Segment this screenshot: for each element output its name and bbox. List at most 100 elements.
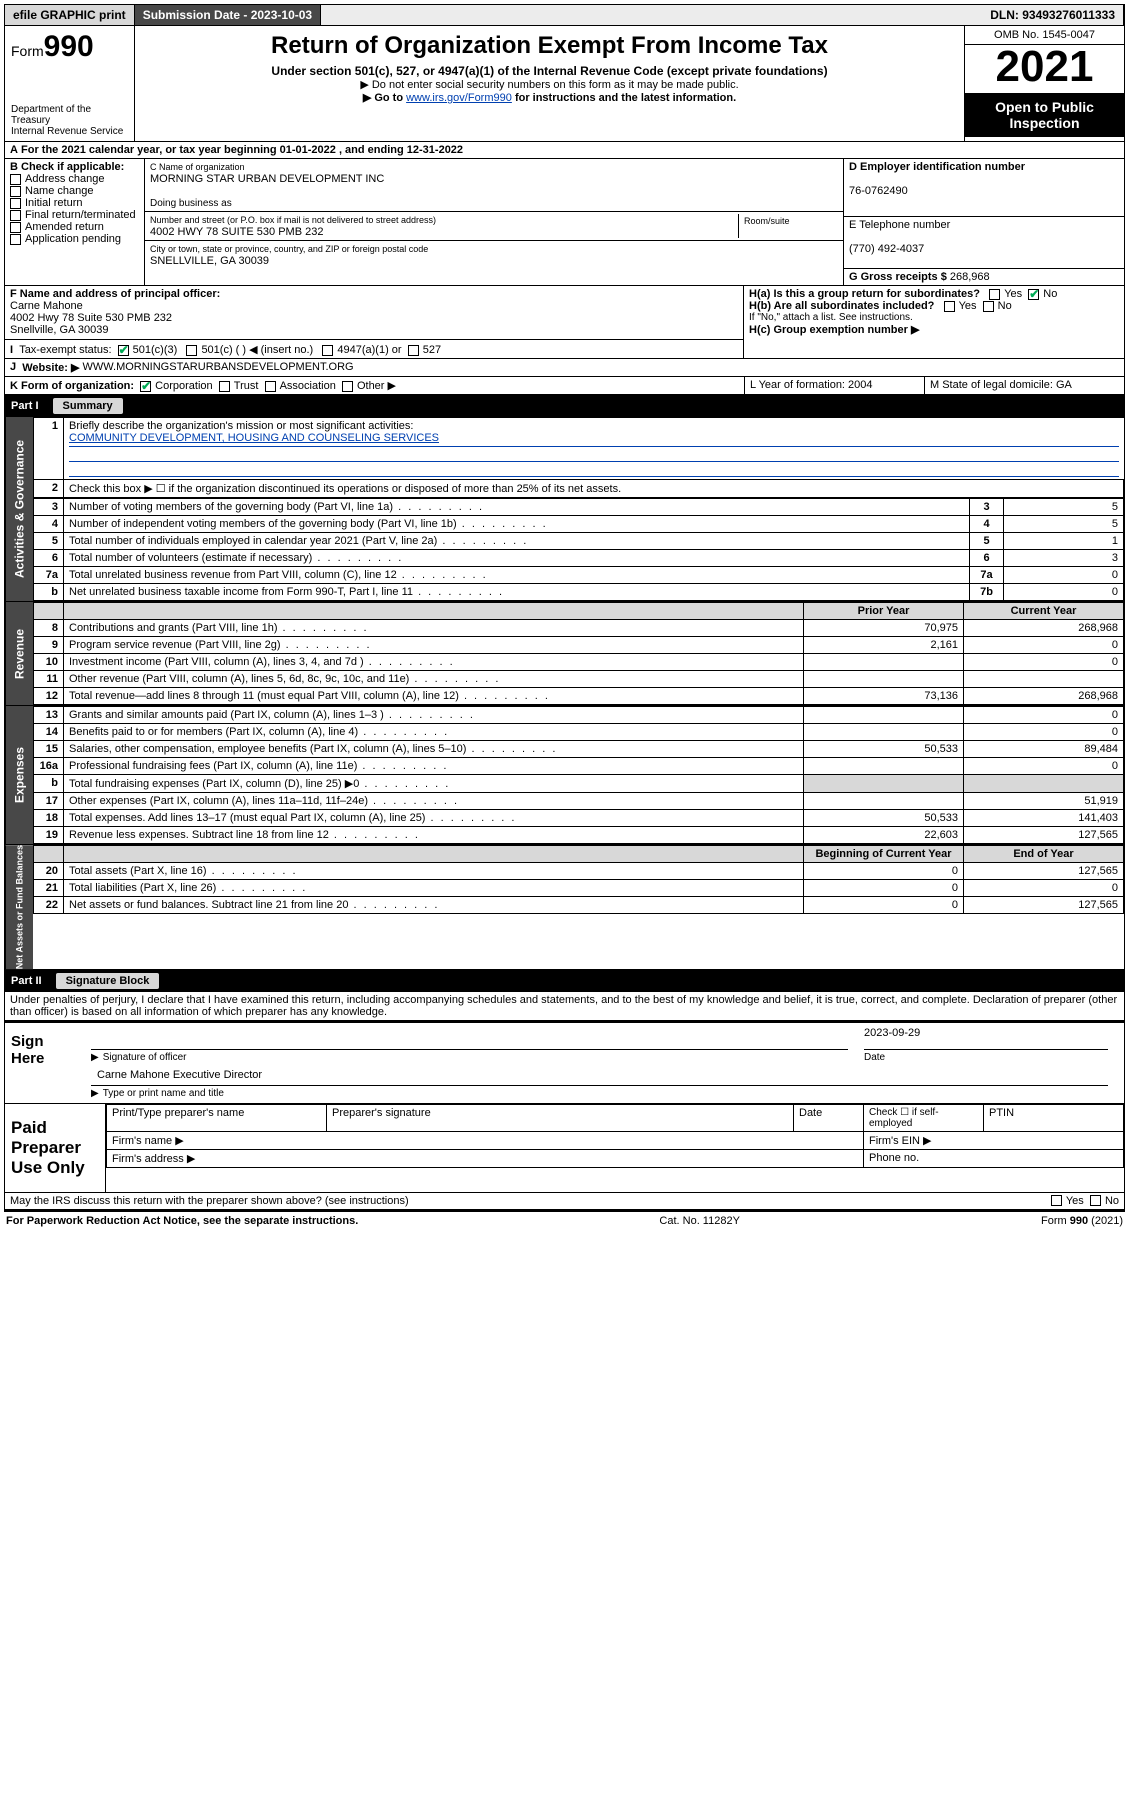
footer-mid: Cat. No. 11282Y bbox=[659, 1215, 740, 1227]
ck-initial-return[interactable]: Initial return bbox=[25, 197, 82, 209]
governance-rows: 3Number of voting members of the governi… bbox=[33, 498, 1124, 601]
ha-label: H(a) Is this a group return for subordin… bbox=[749, 288, 980, 300]
city-value: SNELLVILLE, GA 30039 bbox=[150, 255, 269, 267]
yes-label: Yes bbox=[1004, 288, 1022, 300]
ck-application-pending[interactable]: Application pending bbox=[25, 233, 121, 245]
ck-address-change[interactable]: Address change bbox=[25, 173, 105, 185]
ck-final-return[interactable]: Final return/terminated bbox=[25, 209, 136, 221]
k-trust: Trust bbox=[234, 380, 259, 392]
pp-firm[interactable]: Firm's name ▶ bbox=[107, 1132, 864, 1150]
sig-officer-line[interactable]: Signature of officer bbox=[91, 1049, 848, 1063]
line-a-text: For the 2021 calendar year, or tax year … bbox=[21, 144, 463, 156]
may-irs-text: May the IRS discuss this return with the… bbox=[10, 1195, 409, 1207]
ck-trust[interactable] bbox=[219, 381, 230, 392]
l-label: L Year of formation: 2004 bbox=[744, 377, 924, 394]
toolbar-spacer bbox=[321, 12, 982, 18]
ck-501c3[interactable] bbox=[118, 345, 129, 356]
form-header: Form990 Department of the Treasury Inter… bbox=[4, 26, 1125, 142]
part1-title: Summary bbox=[53, 398, 123, 414]
signature-block: Sign Here Signature of officer 2023-09-2… bbox=[4, 1021, 1125, 1104]
j-label: Website: ▶ bbox=[22, 361, 79, 374]
form-number: 990 bbox=[44, 30, 94, 63]
revenue-table: Prior Year Current Year 8Contributions a… bbox=[33, 602, 1124, 705]
officer-group-block: F Name and address of principal officer:… bbox=[4, 286, 1125, 359]
irs-label: Internal Revenue Service bbox=[11, 126, 128, 137]
paid-preparer-block: Paid Preparer Use Only Print/Type prepar… bbox=[4, 1104, 1125, 1193]
pp-phone[interactable]: Phone no. bbox=[864, 1150, 1124, 1168]
ck-527[interactable] bbox=[408, 345, 419, 356]
paid-preparer-label: Paid Preparer Use Only bbox=[5, 1104, 105, 1192]
footer-left: For Paperwork Reduction Act Notice, see … bbox=[6, 1215, 358, 1227]
ck-amended-return[interactable]: Amended return bbox=[25, 221, 104, 233]
section-c: C Name of organization MORNING STAR URBA… bbox=[145, 159, 844, 285]
form-prefix: Form bbox=[11, 43, 44, 59]
page-footer: For Paperwork Reduction Act Notice, see … bbox=[4, 1210, 1125, 1230]
street-addr: 4002 HWY 78 SUITE 530 PMB 232 bbox=[150, 226, 323, 238]
efile-print-button[interactable]: efile GRAPHIC print bbox=[5, 5, 135, 25]
ck-corp[interactable] bbox=[140, 381, 151, 392]
k-corp: Corporation bbox=[155, 380, 212, 392]
ck-assoc[interactable] bbox=[265, 381, 276, 392]
sig-date-value: 2023-09-29 bbox=[856, 1027, 1116, 1045]
form-subtitle: Under section 501(c), 527, or 4947(a)(1)… bbox=[143, 64, 956, 78]
netassets-table: Beginning of Current Year End of Year 20… bbox=[33, 845, 1124, 914]
ck-501c[interactable] bbox=[186, 345, 197, 356]
submission-date-label: Submission Date - 2023-10-03 bbox=[135, 5, 321, 25]
vtab-expenses: Expenses bbox=[5, 706, 33, 844]
hc-label: H(c) Group exemption number ▶ bbox=[749, 324, 919, 336]
ha-yes[interactable] bbox=[989, 289, 1000, 300]
year-block: OMB No. 1545-0047 2021 Open to Public In… bbox=[964, 26, 1124, 141]
k-other: Other ▶ bbox=[357, 380, 396, 392]
l2-text: Check this box ▶ ☐ if the organization d… bbox=[64, 480, 1124, 498]
top-toolbar: efile GRAPHIC print Submission Date - 20… bbox=[4, 4, 1125, 26]
dba-label: Doing business as bbox=[150, 198, 232, 209]
pp-date[interactable]: Date bbox=[794, 1105, 864, 1132]
yes-label-2: Yes bbox=[959, 300, 977, 312]
ck-other[interactable] bbox=[342, 381, 353, 392]
sig-date-line: Date bbox=[864, 1049, 1108, 1063]
ck-4947[interactable] bbox=[322, 345, 333, 356]
footer-right: Form 990 (2021) bbox=[1041, 1215, 1123, 1227]
hb-label: H(b) Are all subordinates included? bbox=[749, 300, 934, 312]
sig-name-line[interactable]: Type or print name and title bbox=[91, 1085, 1108, 1099]
e-label: E Telephone number bbox=[849, 219, 950, 231]
revenue-section: Revenue Prior Year Current Year 8Contrib… bbox=[4, 602, 1125, 706]
col-prior: Prior Year bbox=[804, 603, 964, 620]
col-current: Current Year bbox=[964, 603, 1124, 620]
netassets-section: Net Assets or Fund Balances Beginning of… bbox=[4, 845, 1125, 970]
pp-name[interactable]: Print/Type preparer's name bbox=[107, 1105, 327, 1132]
no-label-3: No bbox=[1105, 1195, 1119, 1207]
officer-addr1: 4002 Hwy 78 Suite 530 PMB 232 bbox=[10, 312, 172, 324]
pp-check[interactable]: Check ☐ if self-employed bbox=[864, 1105, 984, 1132]
may-irs-yes[interactable] bbox=[1051, 1195, 1062, 1206]
part1-label: Part I bbox=[11, 400, 49, 412]
hb-note: If "No," attach a list. See instructions… bbox=[749, 312, 1119, 323]
expenses-section: Expenses 13Grants and similar amounts pa… bbox=[4, 706, 1125, 845]
line-a: A For the 2021 calendar year, or tax yea… bbox=[4, 142, 1125, 159]
pp-ptin[interactable]: PTIN bbox=[984, 1105, 1124, 1132]
l1-label: Briefly describe the organization's miss… bbox=[69, 420, 413, 432]
col-beginning: Beginning of Current Year bbox=[804, 846, 964, 863]
c-label: C Name of organization bbox=[150, 162, 245, 172]
may-irs-no[interactable] bbox=[1090, 1195, 1101, 1206]
i-label: Tax-exempt status: bbox=[19, 344, 111, 356]
ha-no[interactable] bbox=[1028, 289, 1039, 300]
pp-ein[interactable]: Firm's EIN ▶ bbox=[864, 1132, 1124, 1150]
m-label: M State of legal domicile: GA bbox=[924, 377, 1124, 394]
irs-link[interactable]: www.irs.gov/Form990 bbox=[406, 92, 512, 104]
part1-header: Part I Summary bbox=[4, 395, 1125, 417]
pp-addr[interactable]: Firm's address ▶ bbox=[107, 1150, 864, 1168]
hb-yes[interactable] bbox=[944, 301, 955, 312]
ssn-note: ▶ Do not enter social security numbers o… bbox=[143, 78, 956, 91]
k-label: K Form of organization: bbox=[10, 380, 134, 392]
ck-name-change[interactable]: Name change bbox=[25, 185, 94, 197]
hb-no[interactable] bbox=[983, 301, 994, 312]
no-label: No bbox=[1043, 288, 1057, 300]
goto-prefix: ▶ Go to bbox=[363, 92, 406, 104]
vtab-governance: Activities & Governance bbox=[5, 417, 33, 601]
identity-block: B Check if applicable: Address change Na… bbox=[4, 159, 1125, 286]
pp-sig[interactable]: Preparer's signature bbox=[327, 1105, 794, 1132]
k-assoc: Association bbox=[280, 380, 336, 392]
yes-label-3: Yes bbox=[1066, 1195, 1084, 1207]
section-deg: D Employer identification number 76-0762… bbox=[844, 159, 1124, 285]
